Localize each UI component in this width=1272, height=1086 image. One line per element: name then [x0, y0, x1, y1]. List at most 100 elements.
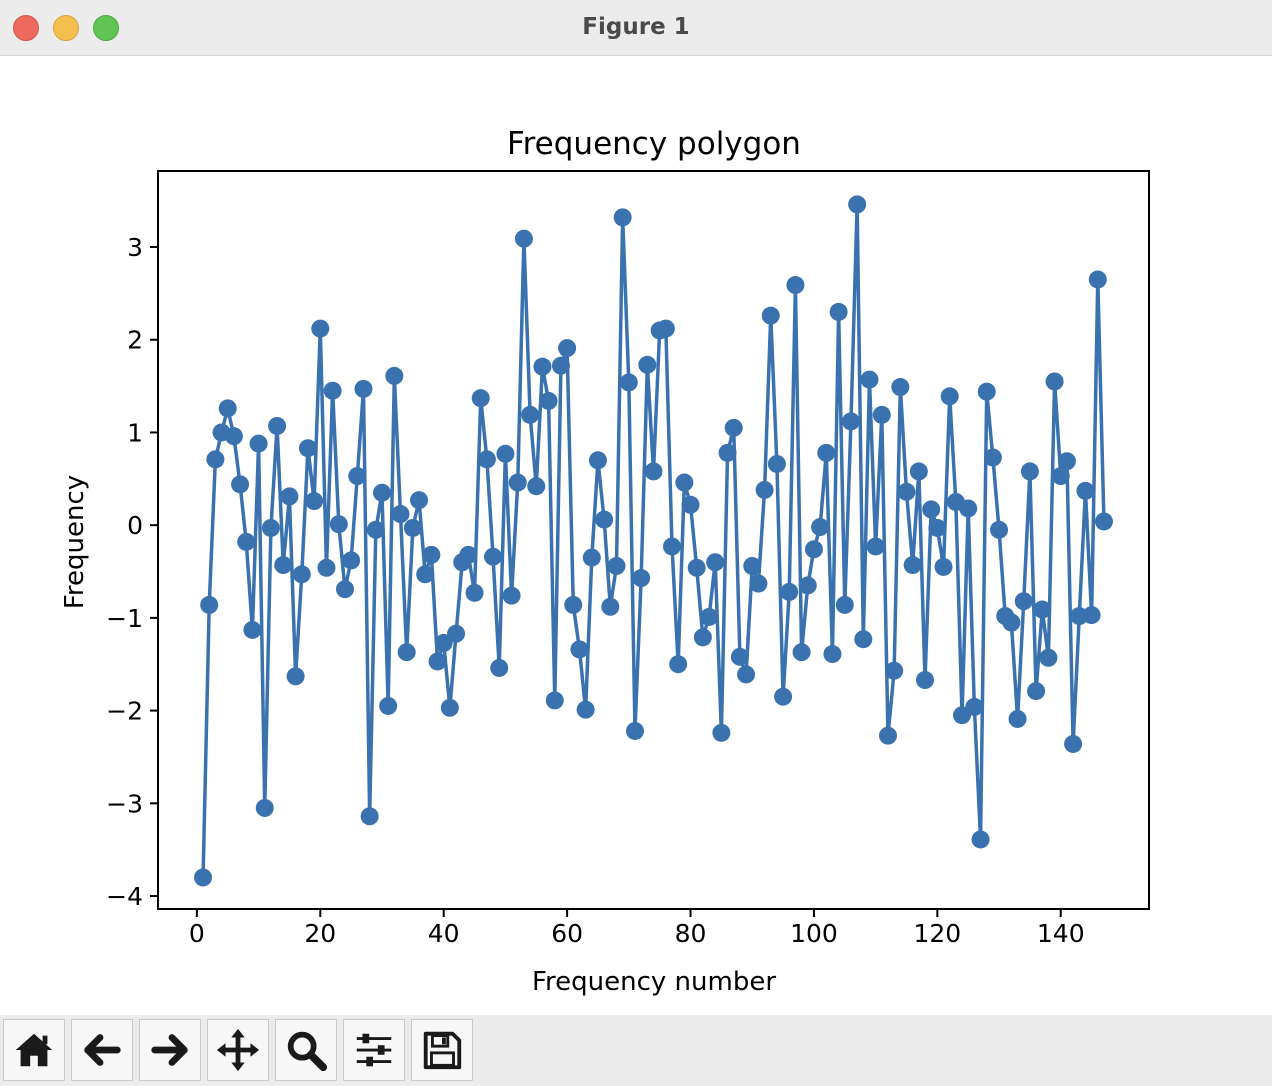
- line-chart: Frequency polygon Frequency number Frequ…: [60, 126, 1150, 997]
- data-point: [490, 658, 509, 677]
- data-point: [885, 661, 904, 680]
- x-tick-label: 40: [428, 919, 460, 948]
- data-point: [848, 195, 867, 214]
- data-point: [718, 443, 737, 462]
- data-point: [1045, 372, 1064, 391]
- data-point: [521, 405, 540, 424]
- zoom-button[interactable]: [275, 1019, 337, 1081]
- series-line: [201, 202, 1106, 878]
- data-point: [829, 302, 848, 321]
- y-tick-label: 0: [127, 511, 143, 540]
- data-point: [440, 698, 459, 717]
- close-window-button[interactable]: [13, 15, 39, 41]
- data-point: [484, 547, 503, 566]
- data-point: [601, 597, 620, 616]
- data-point: [342, 551, 361, 570]
- data-point: [354, 379, 373, 398]
- data-point: [558, 339, 577, 358]
- data-point: [1020, 462, 1039, 481]
- data-point: [940, 387, 959, 406]
- y-axis-label: Frequency: [60, 475, 90, 609]
- data-point: [687, 558, 706, 577]
- minimize-window-button[interactable]: [53, 15, 79, 41]
- data-point: [761, 306, 780, 325]
- data-point: [576, 700, 595, 719]
- data-point: [545, 691, 564, 710]
- data-point: [1057, 452, 1076, 471]
- arrow-left-icon: [84, 1034, 121, 1066]
- data-point: [724, 418, 743, 437]
- configure-subplots-button[interactable]: [343, 1019, 405, 1081]
- data-point: [804, 540, 823, 559]
- data-point: [675, 473, 694, 492]
- pan-button[interactable]: [207, 1019, 269, 1081]
- data-point: [595, 510, 614, 529]
- data-point: [619, 373, 638, 392]
- data-point: [638, 355, 657, 374]
- data-point: [897, 482, 916, 501]
- data-point: [644, 462, 663, 481]
- data-point: [977, 382, 996, 401]
- data-point: [255, 798, 274, 817]
- data-point: [416, 565, 435, 584]
- title-bar: Figure 1: [0, 0, 1272, 56]
- data-point: [730, 647, 749, 666]
- data-point: [588, 451, 607, 470]
- data-point: [737, 665, 756, 684]
- x-tick-label: 120: [913, 919, 961, 948]
- data-point: [841, 412, 860, 431]
- data-point: [237, 532, 256, 551]
- data-point: [292, 565, 311, 584]
- data-point: [428, 652, 447, 671]
- data-point: [194, 868, 213, 887]
- y-tick-label: −1: [106, 604, 143, 633]
- navigation-toolbar: [0, 1015, 1272, 1086]
- data-point: [379, 696, 398, 715]
- data-point: [706, 553, 725, 572]
- data-point: [570, 640, 589, 659]
- y-tick-label: 3: [127, 233, 143, 262]
- data-point: [607, 556, 626, 575]
- data-point: [249, 434, 268, 453]
- data-point: [465, 583, 484, 602]
- data-point: [860, 370, 879, 389]
- back-button[interactable]: [71, 1019, 133, 1081]
- arrow-right-icon: [151, 1034, 188, 1066]
- data-point: [1076, 481, 1095, 500]
- data-point: [878, 726, 897, 745]
- figure-canvas[interactable]: Frequency polygon Frequency number Frequ…: [0, 57, 1272, 1015]
- data-point: [743, 556, 762, 575]
- maximize-window-button[interactable]: [93, 15, 119, 41]
- data-point: [1064, 734, 1083, 753]
- data-point: [286, 667, 305, 686]
- data-point: [502, 586, 521, 605]
- data-point: [508, 473, 527, 492]
- data-point: [613, 208, 632, 227]
- data-point: [959, 499, 978, 518]
- data-point: [397, 643, 416, 662]
- data-point: [1002, 613, 1021, 632]
- x-tick-label: 100: [790, 919, 838, 948]
- data-point: [1088, 270, 1107, 289]
- data-point: [712, 723, 731, 742]
- data-point: [434, 633, 453, 652]
- y-tick-label: 1: [127, 418, 143, 447]
- data-point: [774, 687, 793, 706]
- data-point: [1039, 648, 1058, 667]
- data-point: [527, 477, 546, 496]
- data-point: [261, 518, 280, 537]
- data-point: [231, 475, 250, 494]
- home-icon: [15, 1033, 53, 1067]
- x-tick-label: 80: [675, 919, 707, 948]
- data-point: [872, 405, 891, 424]
- data-point: [422, 545, 441, 564]
- data-point: [410, 491, 429, 510]
- save-button[interactable]: [411, 1019, 473, 1081]
- forward-button[interactable]: [139, 1019, 201, 1081]
- data-point: [792, 643, 811, 662]
- data-point: [385, 366, 404, 385]
- data-point: [990, 520, 1009, 539]
- data-point: [551, 356, 570, 375]
- data-point: [403, 518, 422, 537]
- home-button[interactable]: [3, 1019, 65, 1081]
